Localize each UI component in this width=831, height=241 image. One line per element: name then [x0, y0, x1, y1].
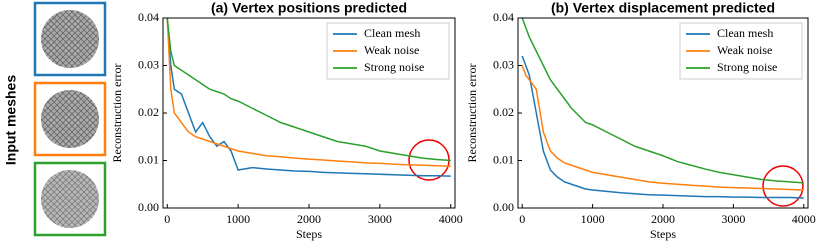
y-tick-label: 0.01: [493, 152, 514, 166]
x-tick-label: 3000: [721, 212, 745, 226]
mesh-images: [33, 1, 107, 237]
highlight-circle: [762, 165, 804, 207]
y-axis-label: Reconstruction error: [110, 64, 124, 163]
x-tick-label: 0: [164, 212, 170, 226]
y-tick-label: 0.04: [138, 10, 159, 24]
x-tick-label: 4000: [439, 212, 463, 226]
series-line: [166, 18, 451, 167]
series-line: [166, 18, 451, 162]
x-tick-label: 3000: [368, 212, 392, 226]
legend-label: Strong noise: [364, 60, 424, 74]
x-tick-label: 1000: [226, 212, 250, 226]
chart-title: (b) Vertex displacement predicted: [551, 0, 775, 16]
series-line: [521, 65, 804, 191]
series-line: [166, 18, 451, 177]
x-tick-label: 0: [519, 212, 525, 226]
y-tick-label: 0.00: [493, 200, 514, 214]
series-line: [521, 18, 804, 184]
x-axis-label: Steps: [296, 227, 322, 241]
x-tick-label: 4000: [792, 212, 816, 226]
y-tick-label: 0.00: [138, 200, 159, 214]
y-tick-label: 0.02: [493, 105, 514, 119]
x-tick-label: 1000: [581, 212, 605, 226]
legend-label: Clean mesh: [364, 26, 420, 40]
y-tick-label: 0.01: [138, 152, 159, 166]
plot-frame: [162, 17, 456, 209]
legend-label: Weak noise: [364, 43, 419, 57]
series-line: [521, 55, 804, 199]
x-tick-label: 2000: [297, 212, 321, 226]
y-tick-label: 0.02: [138, 105, 159, 119]
plot-frame: [517, 17, 809, 209]
y-tick-label: 0.03: [138, 57, 159, 71]
legend-label: Clean mesh: [717, 26, 773, 40]
y-tick-label: 0.04: [493, 10, 514, 24]
side-label: Input meshes: [3, 75, 19, 165]
x-tick-label: 2000: [651, 212, 675, 226]
legend-label: Strong noise: [717, 60, 777, 74]
legend-label: Weak noise: [717, 43, 772, 57]
x-axis-label: Steps: [650, 227, 676, 241]
y-axis-label: Reconstruction error: [465, 64, 479, 163]
chart-title: (a) Vertex positions predicted: [211, 0, 407, 16]
y-tick-label: 0.03: [493, 57, 514, 71]
